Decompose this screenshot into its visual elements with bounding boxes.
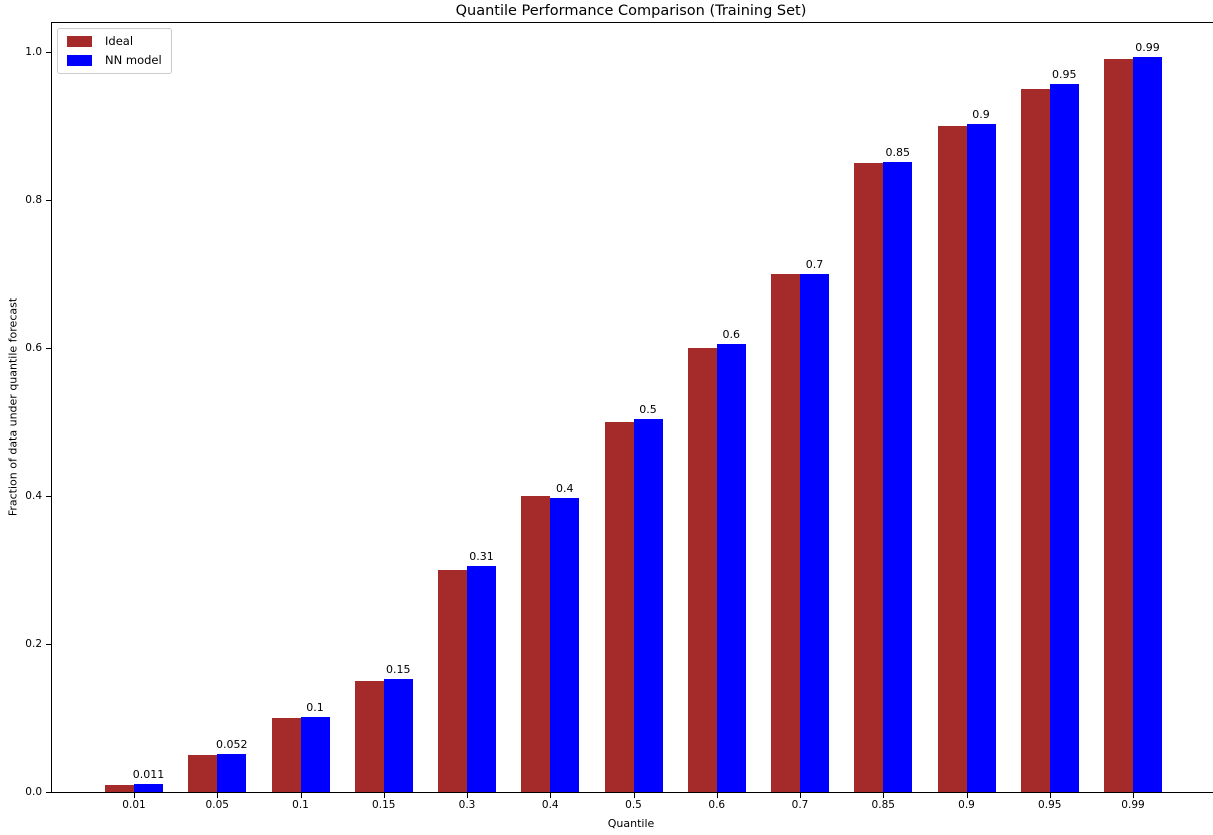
x-tick-mark: [300, 793, 302, 798]
bar-nn-model-0.95: [1049, 83, 1079, 792]
bar-ideal-0.85: [854, 163, 884, 792]
y-tick-label: 0.4: [25, 490, 42, 502]
x-tick-label: 0.01: [122, 799, 146, 811]
bar-value-label: 0.15: [386, 662, 411, 676]
bar-nn-model-0.4: [550, 498, 580, 792]
bar-ideal-0.9: [937, 126, 967, 792]
y-tick-label: 1.0: [25, 46, 42, 58]
y-tick-label: 0.0: [25, 786, 42, 798]
x-tick-mark: [383, 793, 385, 798]
x-tick-mark: [467, 793, 468, 798]
legend-item-ideal: Ideal: [67, 35, 162, 48]
x-tick-mark: [966, 793, 968, 798]
bar-nn-model-0.1: [300, 716, 330, 792]
bar-value-label: 0.31: [469, 549, 494, 563]
x-tick-mark: [550, 793, 552, 798]
bar-value-label: 0.011: [132, 767, 165, 781]
legend-swatch-nn-model: [67, 55, 92, 66]
bar-value-label: 0.9: [972, 107, 990, 121]
bar-nn-model-0.3: [467, 565, 496, 792]
bar-ideal-0.4: [521, 496, 551, 792]
x-tick-label: 0.95: [1038, 799, 1062, 811]
axis-spine-top: [51, 22, 1213, 23]
y-tick-mark: [46, 644, 51, 645]
bar-ideal-0.95: [1020, 89, 1050, 792]
legend-swatch-ideal: [67, 36, 92, 47]
axis-spine-bottom: [51, 792, 1213, 793]
x-tick-label: 0.85: [871, 799, 895, 811]
bar-nn-model-0.05: [217, 753, 247, 792]
bar-value-label: 0.5: [639, 403, 657, 417]
x-tick-mark: [633, 793, 635, 798]
axis-spine-left: [51, 22, 52, 793]
x-tick-mark: [883, 793, 885, 798]
bar-value-label: 0.1: [306, 700, 324, 714]
bar-ideal-0.05: [188, 755, 218, 792]
bar-ideal-0.01: [105, 784, 134, 792]
x-tick-label: 0.15: [372, 799, 396, 811]
bar-nn-model-0.01: [134, 783, 163, 792]
x-tick-mark: [1049, 793, 1051, 798]
legend-label-nn-model: NN model: [105, 53, 162, 67]
bar-value-label: 0.6: [722, 328, 741, 342]
x-tick-mark: [217, 793, 219, 798]
y-tick-label: 0.8: [25, 194, 42, 206]
bar-value-label: 0.7: [805, 258, 824, 271]
x-tick-label: 0.99: [1121, 799, 1145, 811]
bar-nn-model-0.85: [883, 162, 913, 792]
bar-value-label: 0.85: [885, 146, 911, 160]
bar-nn-model-0.9: [966, 123, 996, 792]
bar-ideal-0.7: [771, 274, 800, 792]
x-tick-mark: [1133, 793, 1134, 798]
x-tick-label: 0.4: [541, 799, 559, 811]
bar-ideal-0.99: [1104, 59, 1133, 792]
bar-ideal-0.6: [687, 348, 717, 792]
bar-value-label: 0.99: [1135, 41, 1160, 55]
bar-ideal-0.15: [354, 681, 384, 792]
bar-ideal-0.3: [438, 570, 467, 792]
x-tick-label: 0.5: [625, 799, 642, 811]
x-tick-label: 0.7: [791, 799, 809, 811]
y-tick-label: 0.6: [25, 342, 42, 354]
y-tick-mark: [46, 200, 51, 201]
x-axis-label: Quantile: [607, 817, 655, 830]
y-tick-label: 0.2: [25, 638, 42, 650]
x-tick-label: 0.1: [292, 799, 309, 811]
x-tick-label: 0.9: [958, 799, 975, 811]
x-tick-mark: [716, 793, 718, 798]
bar-ideal-0.5: [604, 422, 634, 792]
bar-nn-model-0.99: [1133, 57, 1162, 792]
x-tick-label: 0.6: [708, 799, 726, 811]
bar-value-label: 0.4: [556, 482, 574, 496]
bar-value-label: 0.95: [1052, 67, 1077, 81]
y-tick-mark: [46, 348, 51, 349]
y-tick-mark: [46, 52, 51, 53]
legend-label-ideal: Ideal: [105, 34, 134, 48]
bar-nn-model-0.6: [716, 344, 746, 792]
x-tick-label: 0.05: [205, 799, 229, 811]
bar-nn-model-0.7: [800, 274, 829, 792]
bar-nn-model-0.15: [383, 678, 413, 792]
x-tick-label: 0.3: [458, 799, 476, 811]
chart-title: Quantile Performance Comparison (Trainin…: [455, 3, 807, 19]
bar-ideal-0.1: [271, 718, 301, 792]
legend-item-nn-model: NN model: [67, 54, 162, 67]
x-tick-mark: [800, 793, 801, 798]
bar-value-label: 0.052: [216, 737, 248, 751]
legend: Ideal NN model: [57, 28, 172, 74]
y-tick-mark: [46, 792, 51, 793]
y-axis-label: Fraction of data under quantile forecast: [6, 297, 20, 517]
y-tick-mark: [46, 496, 51, 497]
x-tick-mark: [134, 793, 135, 798]
bar-nn-model-0.5: [633, 419, 663, 792]
